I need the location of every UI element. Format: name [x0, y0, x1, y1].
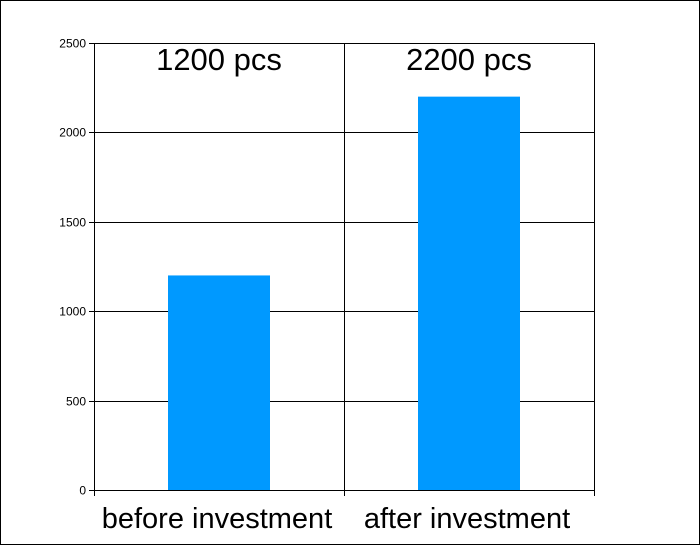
- axis-layer: [89, 43, 594, 491]
- x-tick-label: before investment: [102, 503, 333, 535]
- bars-layer: [168, 96, 520, 490]
- y-tick-label: 0: [79, 484, 86, 498]
- y-tick-label: 1000: [59, 305, 86, 319]
- y-tick-label: 2500: [59, 37, 86, 51]
- bar: [418, 96, 520, 490]
- x-tick-label: after investment: [364, 503, 570, 535]
- data-label: 2200 pcs: [406, 42, 532, 77]
- y-tick-label: 1500: [59, 216, 86, 230]
- y-tick-label: 2000: [59, 126, 86, 140]
- labels-layer: 0 500 1000 1500 2000 2500 1200 pcs before inves…: [59, 37, 570, 536]
- data-label: 1200 pcs: [156, 42, 282, 77]
- y-tick-label: 500: [66, 395, 86, 409]
- bar: [168, 275, 270, 490]
